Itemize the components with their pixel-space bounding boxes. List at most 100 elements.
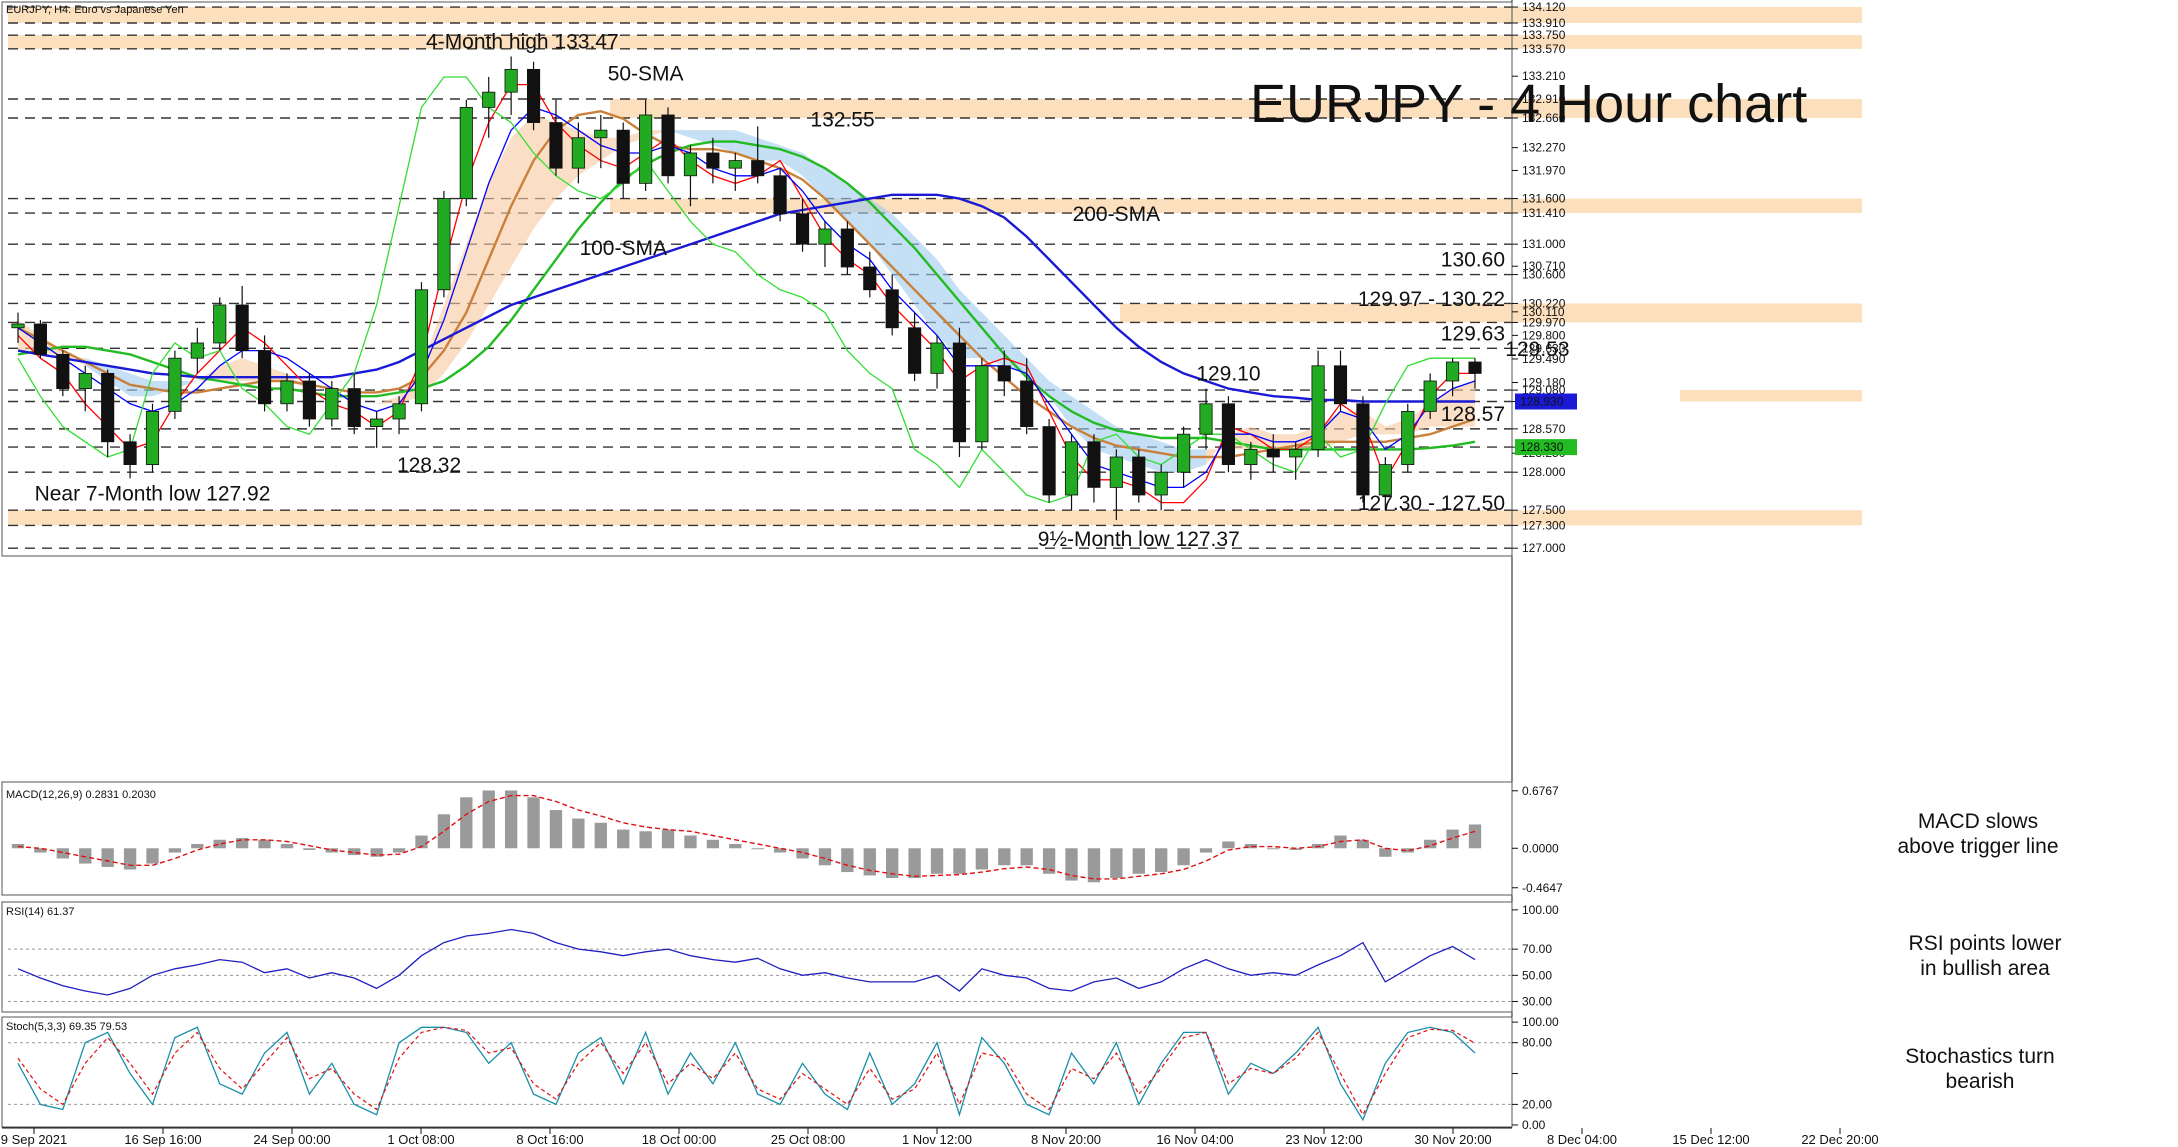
x-tick-label-12: 8 Dec 04:00 bbox=[1547, 1132, 1617, 1147]
macd-bar-28 bbox=[639, 831, 652, 849]
price-tick-label-28: 127.300 bbox=[1522, 518, 1566, 532]
cloud-segment-16 bbox=[376, 396, 400, 404]
price-tick-label-7: 132.270 bbox=[1522, 141, 1566, 155]
macd-bar-29 bbox=[661, 829, 675, 849]
price-tick-label-2: 133.750 bbox=[1522, 28, 1566, 42]
macd-bar-10 bbox=[235, 838, 249, 849]
macd-bar-22 bbox=[504, 790, 518, 849]
candle-body-23 bbox=[526, 68, 541, 123]
price-tick-label-6: 132.660 bbox=[1522, 111, 1566, 125]
macd-bar-54 bbox=[1222, 841, 1235, 849]
candle-body-54 bbox=[1221, 403, 1235, 465]
annotation-12: 129.63 bbox=[1441, 322, 1505, 345]
macd-bar-21 bbox=[482, 790, 495, 849]
cloud-segment-39 bbox=[892, 213, 915, 305]
macd-bar-26 bbox=[594, 822, 607, 849]
zone-4 bbox=[1120, 303, 1862, 323]
cloud-segment-36 bbox=[824, 168, 848, 222]
candle-body-45 bbox=[1020, 380, 1034, 427]
x-tick-label-3: 1 Oct 08:00 bbox=[387, 1132, 454, 1147]
macd-bar-37 bbox=[841, 848, 854, 873]
macd-bar-4 bbox=[101, 848, 114, 867]
candle-body-30 bbox=[683, 152, 698, 177]
annotation-1: 50-SMA bbox=[608, 62, 684, 85]
price-tick-label-26: 128.000 bbox=[1522, 465, 1566, 479]
annotation-4: 100-SMA bbox=[579, 237, 667, 260]
price-tick-label-8: 131.970 bbox=[1522, 163, 1566, 177]
cloud-segment-45 bbox=[1026, 358, 1050, 397]
macd-bar-42 bbox=[953, 848, 966, 874]
candle-body-57 bbox=[1289, 448, 1303, 458]
candle-body-17 bbox=[392, 403, 406, 420]
candle-body-56 bbox=[1266, 448, 1280, 458]
cloud-segment-2 bbox=[62, 350, 86, 366]
cloud-segment-33 bbox=[757, 137, 781, 161]
candle-body-59 bbox=[1333, 365, 1348, 405]
candle-body-31 bbox=[706, 152, 720, 169]
annotation-14: 127.30 - 127.50 bbox=[1358, 492, 1505, 515]
macd-bar-43 bbox=[975, 848, 989, 870]
annotation-11: 129.97 - 130.22 bbox=[1358, 288, 1505, 311]
cloud-segment-63 bbox=[1430, 388, 1453, 427]
x-tick-label-9: 16 Nov 04:00 bbox=[1156, 1132, 1233, 1147]
macd-bar-56 bbox=[1267, 848, 1280, 850]
price-tick-label-0: 134.120 bbox=[1522, 0, 1566, 14]
zone-3 bbox=[610, 198, 1862, 214]
candle-body-19 bbox=[437, 198, 451, 291]
zone-5 bbox=[1680, 390, 1862, 402]
rsi-label: RSI(14) 61.37 bbox=[6, 906, 74, 918]
candle-body-41 bbox=[930, 342, 944, 374]
x-tick-label-7: 1 Nov 12:00 bbox=[902, 1132, 972, 1147]
cloud-segment-40 bbox=[914, 236, 938, 336]
macd-bar-8 bbox=[191, 844, 204, 849]
cloud-segment-53 bbox=[1206, 434, 1229, 465]
candle-body-62 bbox=[1401, 410, 1415, 465]
candle-body-51 bbox=[1154, 471, 1168, 496]
macd-bar-15 bbox=[348, 848, 361, 856]
price-tick-label-15: 130.110 bbox=[1522, 305, 1565, 319]
macd-bar-13 bbox=[303, 848, 316, 850]
macd-bar-3 bbox=[79, 848, 92, 864]
candle-body-50 bbox=[1132, 456, 1146, 496]
stoch-tick-label-0: 100.00 bbox=[1522, 1015, 1559, 1029]
price-tick-label-4: 133.210 bbox=[1522, 69, 1566, 83]
candle-body-64 bbox=[1446, 361, 1460, 382]
price-highlight-label-1: 128.330 bbox=[1520, 440, 1564, 454]
candle-body-9 bbox=[213, 304, 227, 344]
stoch-k-line bbox=[17, 1026, 1476, 1122]
candle-body-46 bbox=[1042, 426, 1056, 496]
macd-note-line1: MACD slows bbox=[1918, 810, 2038, 833]
macd-tick-label-0: 0.6767 bbox=[1522, 784, 1559, 798]
candle-body-53 bbox=[1199, 403, 1213, 435]
candle-body-21 bbox=[482, 91, 496, 108]
cloud-segment-21 bbox=[488, 137, 512, 305]
annotation-5: 128.32 bbox=[397, 454, 461, 477]
price-tick-label-16: 129.970 bbox=[1522, 315, 1566, 329]
candle-body-38 bbox=[863, 266, 877, 291]
price-highlight-box-0 bbox=[1515, 393, 1577, 410]
macd-bar-50 bbox=[1132, 848, 1145, 874]
candle-body-44 bbox=[997, 365, 1011, 382]
macd-bar-62 bbox=[1401, 848, 1414, 853]
macd-bar-44 bbox=[998, 848, 1011, 866]
cloud-segment-64 bbox=[1452, 380, 1475, 427]
price-tick-label-1: 133.910 bbox=[1522, 16, 1566, 30]
cloud-segment-38 bbox=[869, 198, 893, 275]
macd-bar-31 bbox=[706, 839, 720, 849]
candle-body-60 bbox=[1356, 403, 1370, 496]
cloud-segment-32 bbox=[735, 130, 758, 161]
rsi-tick-label-0: 100.00 bbox=[1522, 903, 1559, 917]
annotation-9: 129.53 bbox=[1505, 338, 1569, 361]
stoch-note-line1: Stochastics turn bbox=[1905, 1045, 2054, 1068]
x-tick-label-4: 8 Oct 16:00 bbox=[516, 1132, 583, 1147]
price-tick-label-13: 130.600 bbox=[1522, 268, 1566, 282]
macd-bar-65 bbox=[1468, 824, 1482, 849]
candle-body-43 bbox=[975, 365, 989, 443]
candle-body-58 bbox=[1311, 365, 1325, 450]
candle-body-36 bbox=[818, 228, 832, 245]
price-tick-label-10: 131.410 bbox=[1522, 206, 1566, 220]
candle-body-16 bbox=[370, 418, 384, 427]
annotation-6: Near 7-Month low 127.92 bbox=[35, 482, 271, 505]
cloud-segment-20 bbox=[466, 183, 489, 343]
x-tick-label-1: 16 Sep 16:00 bbox=[124, 1132, 201, 1147]
